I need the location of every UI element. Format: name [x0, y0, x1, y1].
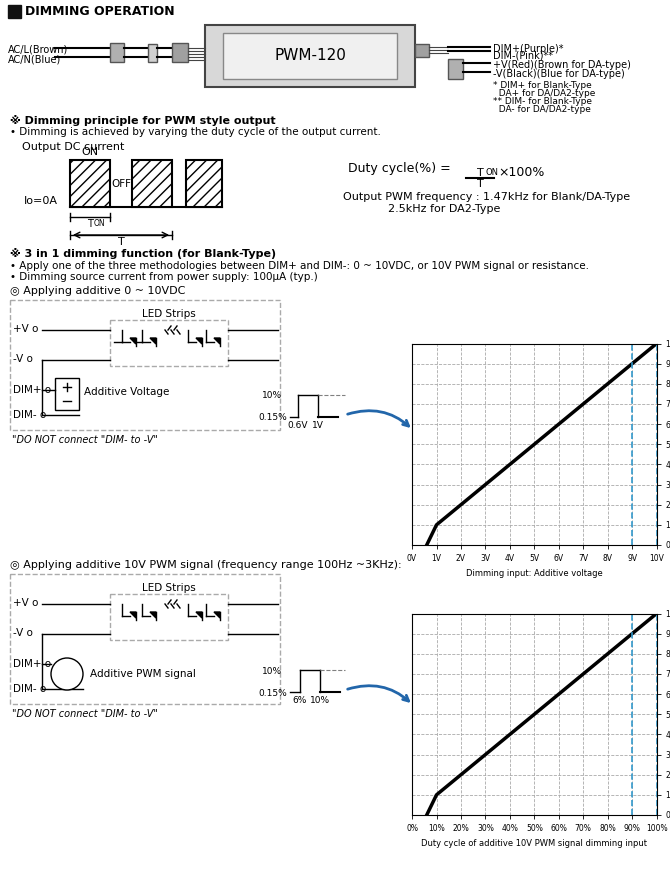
Text: Io=0A: Io=0A: [24, 196, 58, 206]
Text: DIM- o: DIM- o: [13, 410, 46, 420]
X-axis label: Dimming input: Additive voltage: Dimming input: Additive voltage: [466, 569, 603, 577]
Text: ※ 3 in 1 dimming function (for Blank-Type): ※ 3 in 1 dimming function (for Blank-Typ…: [10, 248, 276, 259]
Text: DIMMING OPERATION: DIMMING OPERATION: [25, 5, 175, 18]
Text: DIM+(Purple)*: DIM+(Purple)*: [493, 44, 563, 54]
Text: 0.15%: 0.15%: [258, 413, 287, 422]
Text: DIM+ o: DIM+ o: [13, 659, 51, 669]
Text: 1V: 1V: [312, 421, 324, 430]
Circle shape: [51, 658, 83, 690]
Text: -V o: -V o: [13, 354, 33, 364]
Text: ◎ Applying additive 0 ~ 10VDC: ◎ Applying additive 0 ~ 10VDC: [10, 286, 186, 296]
Bar: [132, 160, 172, 207]
Text: AC/L(Brown): AC/L(Brown): [8, 44, 68, 54]
Text: ** DIM- for Blank-Type: ** DIM- for Blank-Type: [493, 97, 592, 106]
Polygon shape: [214, 338, 220, 344]
Text: 2.5kHz for DA2-Type: 2.5kHz for DA2-Type: [388, 204, 500, 214]
Bar: [148, 44, 157, 62]
Text: ON: ON: [82, 147, 98, 157]
Text: +V o: +V o: [13, 324, 38, 334]
Text: Duty cycle(%) =: Duty cycle(%) =: [348, 162, 451, 175]
Text: LED Strips: LED Strips: [142, 309, 196, 319]
Text: Additive Voltage: Additive Voltage: [84, 387, 170, 397]
Text: 6%: 6%: [293, 696, 307, 705]
Text: -V o: -V o: [13, 628, 33, 638]
Text: LED Strips: LED Strips: [142, 583, 196, 593]
Text: T: T: [118, 237, 125, 247]
Bar: [448, 59, 463, 79]
Text: T: T: [476, 168, 483, 178]
Text: ◎ Applying additive 10V PWM signal (frequency range 100Hz ~3KHz):: ◎ Applying additive 10V PWM signal (freq…: [10, 560, 401, 570]
Text: ※ Dimming principle for PWM style output: ※ Dimming principle for PWM style output: [10, 115, 275, 126]
Bar: [223, 33, 397, 79]
Text: ON: ON: [485, 168, 498, 177]
Bar: [110, 594, 228, 640]
Bar: [10, 574, 280, 704]
Polygon shape: [150, 612, 156, 618]
Text: T: T: [476, 179, 483, 189]
Text: 0.15%: 0.15%: [258, 689, 287, 697]
Polygon shape: [130, 338, 136, 344]
Text: PWM-120: PWM-120: [274, 48, 346, 63]
Bar: [415, 44, 429, 57]
Text: DIM-(Pink)**: DIM-(Pink)**: [493, 51, 553, 61]
Text: • Apply one of the three methodologies between DIM+ and DIM-: 0 ~ 10VDC, or 10V : • Apply one of the three methodologies b…: [10, 261, 589, 271]
Text: 10%: 10%: [262, 392, 282, 400]
Bar: [55, 378, 79, 410]
Text: 0.6V: 0.6V: [287, 421, 308, 430]
Text: "DO NOT connect "DIM- to -V": "DO NOT connect "DIM- to -V": [12, 435, 158, 445]
Text: * DIM+ for Blank-Type: * DIM+ for Blank-Type: [493, 81, 592, 90]
Bar: [110, 43, 124, 62]
Polygon shape: [130, 612, 136, 618]
Text: • Dimming is achieved by varying the duty cycle of the output current.: • Dimming is achieved by varying the dut…: [10, 127, 381, 137]
Text: Output PWM frequency : 1.47kHz for Blank/DA-Type: Output PWM frequency : 1.47kHz for Blank…: [343, 192, 630, 202]
Bar: [10, 300, 280, 430]
Bar: [172, 43, 188, 62]
Text: -V(Black)(Blue for DA-type): -V(Black)(Blue for DA-type): [493, 69, 624, 79]
Text: +V o: +V o: [13, 598, 38, 608]
Text: +V(Red)(Brown for DA-type): +V(Red)(Brown for DA-type): [493, 60, 631, 70]
Text: DIM+ o: DIM+ o: [13, 385, 51, 395]
Text: ×100%: ×100%: [498, 166, 544, 180]
Text: DA+ for DA/DA2-type: DA+ for DA/DA2-type: [493, 89, 596, 98]
Text: T: T: [87, 219, 93, 229]
Text: DIM- o: DIM- o: [13, 684, 46, 694]
Polygon shape: [196, 338, 202, 344]
Text: Additive PWM signal: Additive PWM signal: [90, 669, 196, 679]
Bar: [70, 160, 110, 207]
Polygon shape: [196, 612, 202, 618]
Text: "DO NOT connect "DIM- to -V": "DO NOT connect "DIM- to -V": [12, 709, 158, 719]
X-axis label: Duty cycle of additive 10V PWM signal dimming input: Duty cycle of additive 10V PWM signal di…: [421, 838, 647, 848]
Bar: [110, 320, 228, 366]
Text: Output DC current: Output DC current: [22, 142, 125, 152]
Bar: [186, 160, 222, 207]
Bar: [8, 5, 21, 18]
Text: 10%: 10%: [310, 696, 330, 705]
Polygon shape: [150, 338, 156, 344]
Text: AC/N(Blue): AC/N(Blue): [8, 54, 61, 64]
Text: 10%: 10%: [262, 667, 282, 675]
Text: ON: ON: [94, 219, 106, 228]
Polygon shape: [214, 612, 220, 618]
Text: • Dimming source current from power supply: 100μA (typ.): • Dimming source current from power supp…: [10, 272, 318, 282]
Bar: [205, 25, 415, 87]
Text: OFF: OFF: [111, 179, 131, 189]
Text: DA- for DA/DA2-type: DA- for DA/DA2-type: [493, 105, 591, 114]
